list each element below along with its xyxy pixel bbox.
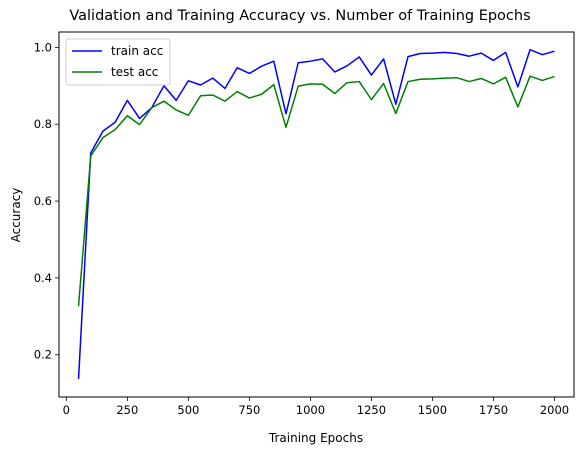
y-tick-label: 0.2 [34,348,52,362]
x-tick-label: 2000 [540,403,569,417]
y-axis-ticks: 0.2 0.4 0.6 0.8 1.0 [34,40,59,362]
x-tick-label: 1250 [357,403,386,417]
legend-label-1: test acc [111,65,158,79]
x-tick-label: 500 [177,403,199,417]
x-tick-label: 750 [238,403,260,417]
series-line-0 [77,48,555,379]
x-tick-label: 1750 [479,403,508,417]
x-tick-label: 0 [63,403,70,417]
y-tick-label: 0.8 [34,117,52,131]
y-tick-label: 0.4 [34,271,52,285]
plot-frame [58,31,575,398]
plot-lines [77,48,555,379]
x-axis-label: Training Epochs [268,431,363,445]
x-axis-ticks: 0 250 500 750 1000 1250 1500 1750 2000 [63,397,569,417]
legend-label-0: train acc [111,44,163,58]
chart-title: Validation and Training Accuracy vs. Num… [69,8,530,24]
y-axis-label: Accuracy [9,188,23,243]
x-tick-label: 1000 [296,403,325,417]
series-line-1 [77,75,555,307]
x-tick-label: 250 [116,403,138,417]
y-tick-label: 1.0 [34,40,52,54]
x-tick-label: 1500 [418,403,447,417]
legend: train acc test acc [65,38,171,86]
y-tick-label: 0.6 [34,194,52,208]
